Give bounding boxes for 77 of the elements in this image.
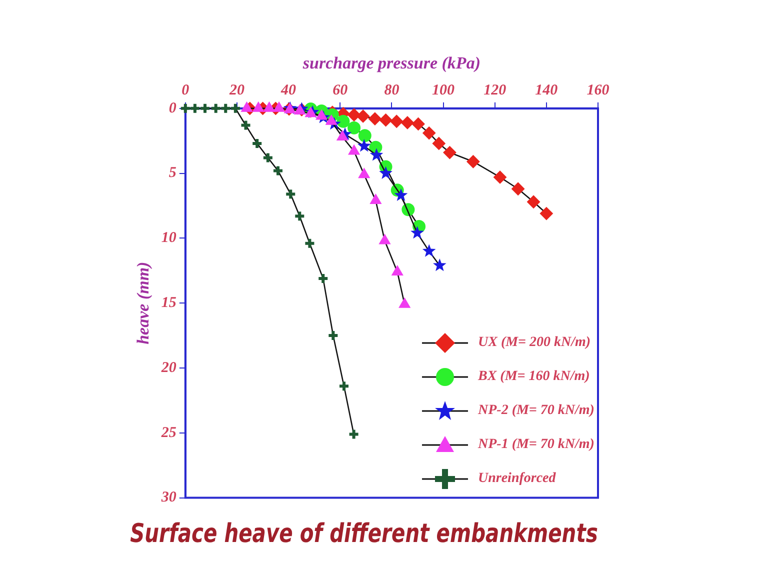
point: [512, 182, 525, 196]
y-tick-label: 5: [168, 165, 177, 182]
point: [422, 126, 436, 140]
point: [348, 144, 360, 155]
point: [264, 102, 275, 112]
point: [433, 258, 446, 272]
legend-label: Unreinforced: [478, 470, 556, 487]
x-tick-label: 100: [432, 82, 456, 98]
point: [348, 108, 361, 122]
x-tick-label: 60: [332, 82, 348, 98]
point: [466, 155, 480, 168]
point: [400, 116, 414, 130]
x-axis-title: surcharge pressure (kPa): [302, 54, 480, 73]
point: [273, 102, 285, 112]
point: [494, 170, 507, 184]
legend-label: NP-1 (M= 70 kN/m): [478, 436, 594, 453]
point: [379, 166, 392, 179]
legend-label: UX (M= 200 kN/m): [478, 334, 591, 351]
point: [179, 102, 192, 114]
text: Surface heave of different embankments: [130, 518, 598, 549]
point: [412, 117, 425, 130]
point: [220, 102, 232, 114]
point: [358, 168, 370, 178]
point: [336, 130, 348, 140]
point: [272, 164, 284, 177]
point: [326, 114, 338, 125]
point: [379, 234, 390, 244]
point: [284, 188, 297, 200]
point: [356, 110, 370, 123]
point: [210, 102, 222, 114]
point: [188, 102, 201, 114]
point: [527, 195, 540, 208]
x-tick-label: 40: [280, 82, 297, 98]
point: [392, 265, 404, 276]
x-tick-label: 20: [228, 82, 245, 98]
point: [294, 210, 306, 222]
point: [540, 207, 553, 220]
y-tick-label: 10: [161, 230, 177, 246]
y-tick-label: 25: [160, 424, 177, 441]
y-tick-label: 20: [160, 360, 177, 376]
y-axis-title: heave (mm): [134, 262, 153, 344]
x-tick-label: 120: [484, 82, 507, 98]
point: [410, 226, 424, 239]
x-tick-label: 80: [384, 82, 400, 98]
point: [240, 119, 252, 132]
point: [229, 102, 242, 114]
point: [336, 114, 350, 128]
point: [422, 244, 436, 257]
point: [316, 110, 328, 120]
point: [305, 107, 316, 118]
point: [304, 237, 316, 250]
point: [348, 121, 361, 134]
point: [398, 298, 410, 308]
legend-label: NP-2 (M= 70 kN/m): [478, 402, 594, 419]
x-tick-label: 0: [182, 82, 190, 98]
point: [357, 139, 371, 152]
y-tick-label: 0: [168, 100, 177, 116]
point: [262, 152, 274, 164]
legend-label: BX (M= 160 kN/m): [478, 368, 590, 385]
point: [252, 102, 264, 112]
point: [358, 129, 372, 142]
x-tick-label: 140: [535, 82, 558, 98]
point: [370, 148, 384, 161]
point: [348, 428, 360, 440]
y-tick-label: 30: [160, 490, 177, 506]
point: [199, 102, 211, 114]
x-tick-label: 160: [586, 82, 610, 98]
point: [241, 102, 252, 112]
point: [443, 146, 456, 160]
y-tick-label: 15: [161, 294, 177, 311]
point: [432, 136, 446, 150]
point: [394, 188, 408, 202]
point: [379, 114, 392, 127]
point: [294, 104, 306, 114]
point: [370, 194, 382, 204]
point: [368, 112, 382, 126]
point: [390, 114, 404, 128]
